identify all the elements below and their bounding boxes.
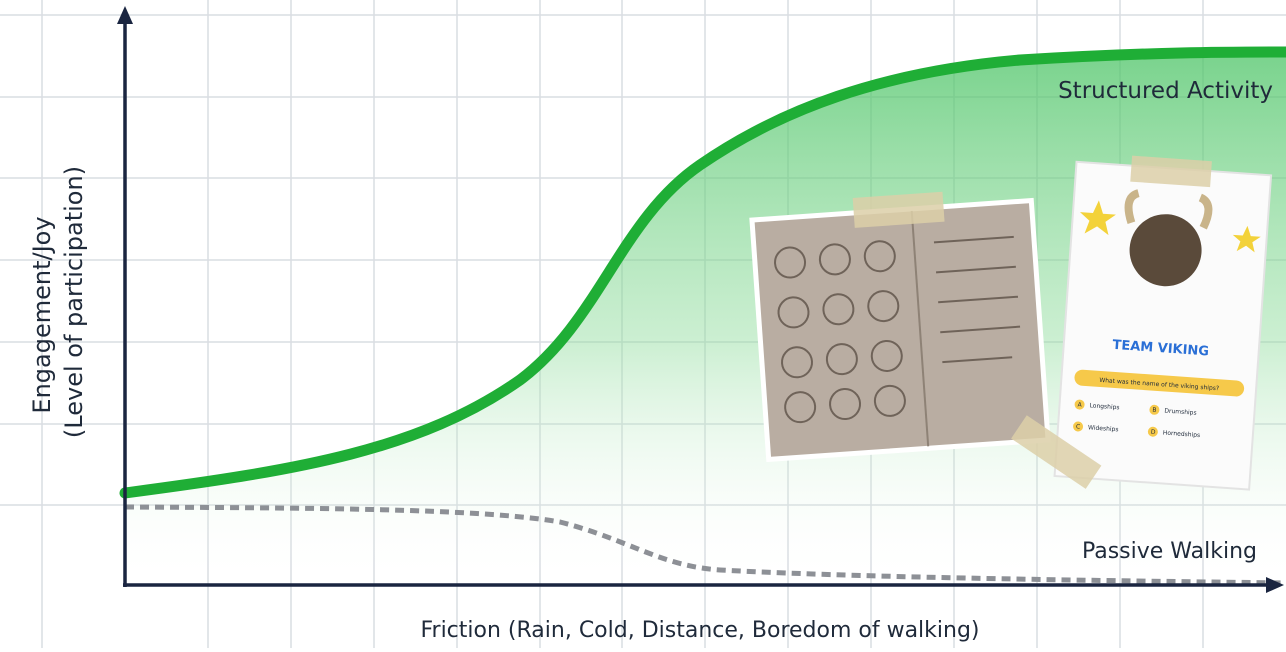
y-axis-subtitle: (Level of participation) — [60, 166, 88, 438]
worksheet — [751, 186, 1048, 460]
card — [1055, 162, 1271, 490]
passive-label: Passive Walking — [1082, 539, 1257, 564]
option-letter: B — [1152, 407, 1157, 414]
option-letter: D — [1151, 429, 1156, 436]
page: {"curves": {"structured": "Structured Ac… — [0, 0, 1286, 648]
structured-label: Structured Activity — [1058, 78, 1273, 104]
y-axis-title: Engagement/Joy — [28, 216, 56, 413]
x-axis-title: Friction (Rain, Cold, Distance, Boredom … — [420, 618, 979, 643]
paper — [752, 201, 1048, 460]
option-letter: C — [1076, 423, 1081, 430]
diagram: TEAM VIKING What was the name of the vik… — [0, 0, 1286, 648]
